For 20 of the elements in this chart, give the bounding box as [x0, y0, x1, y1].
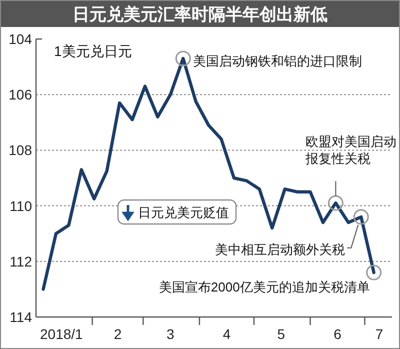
- y-tick-label: 112: [10, 253, 32, 270]
- x-tick-label: 5: [277, 326, 286, 342]
- annotation: 美国启动钢铁和铝的进口限制: [193, 53, 362, 68]
- chart-title: 日元兑美元汇率时隔半年创出新低: [72, 5, 328, 24]
- y-tick-label: 108: [8, 142, 32, 158]
- y-tick-label: 106: [8, 86, 32, 103]
- x-tick-label: 6: [334, 326, 342, 342]
- annotation: 欧盟对美国启动报复性关税: [304, 134, 397, 166]
- annotation: 日元兑美元贬值: [138, 205, 229, 220]
- annotation: 美国宣布2000亿美元的追加关税清单: [158, 280, 370, 295]
- y-tick-label: 110: [10, 198, 32, 214]
- x-tick-label: 2: [114, 326, 122, 342]
- annotation: 美中相互启动额外关税: [215, 242, 346, 257]
- y-tick-label: 114: [10, 309, 32, 325]
- x-tick-label: 7: [375, 326, 384, 342]
- x-tick-label: 2018/1: [40, 326, 84, 342]
- x-tick-label: 3: [166, 326, 175, 342]
- y-axis-title: 1美元兑日元: [54, 43, 132, 59]
- x-tick-label: 4: [222, 326, 231, 342]
- y-tick-label: 104: [8, 31, 32, 47]
